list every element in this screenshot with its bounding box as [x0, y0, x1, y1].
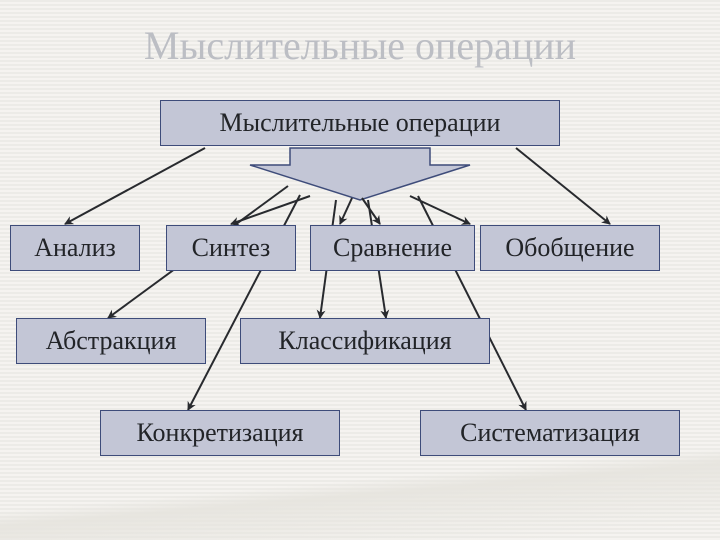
- node-root-label: Мыслительные операции: [220, 108, 501, 138]
- node-generalization: Обобщение: [480, 225, 660, 271]
- edge-arrow: [340, 198, 352, 224]
- node-concretization-label: Конкретизация: [136, 418, 303, 448]
- node-synthesis: Синтез: [166, 225, 296, 271]
- node-abstraction-label: Абстракция: [46, 326, 177, 356]
- edge-arrow: [65, 148, 205, 224]
- node-abstraction: Абстракция: [16, 318, 206, 364]
- node-analysis: Анализ: [10, 225, 140, 271]
- node-root: Мыслительные операции: [160, 100, 560, 146]
- page-title: Мыслительные операции: [144, 22, 576, 69]
- node-generalization-label: Обобщение: [505, 233, 634, 263]
- edge-arrow: [516, 148, 610, 224]
- block-arrow-icon: [250, 148, 470, 200]
- page-title-text: Мыслительные операции: [144, 23, 576, 68]
- node-classification-label: Классификация: [278, 326, 451, 356]
- node-comparison: Сравнение: [310, 225, 475, 271]
- node-analysis-label: Анализ: [34, 233, 116, 263]
- node-comparison-label: Сравнение: [333, 233, 452, 263]
- node-classification: Классификация: [240, 318, 490, 364]
- node-synthesis-label: Синтез: [192, 233, 271, 263]
- node-systematization: Систематизация: [420, 410, 680, 456]
- node-systematization-label: Систематизация: [460, 418, 640, 448]
- node-concretization: Конкретизация: [100, 410, 340, 456]
